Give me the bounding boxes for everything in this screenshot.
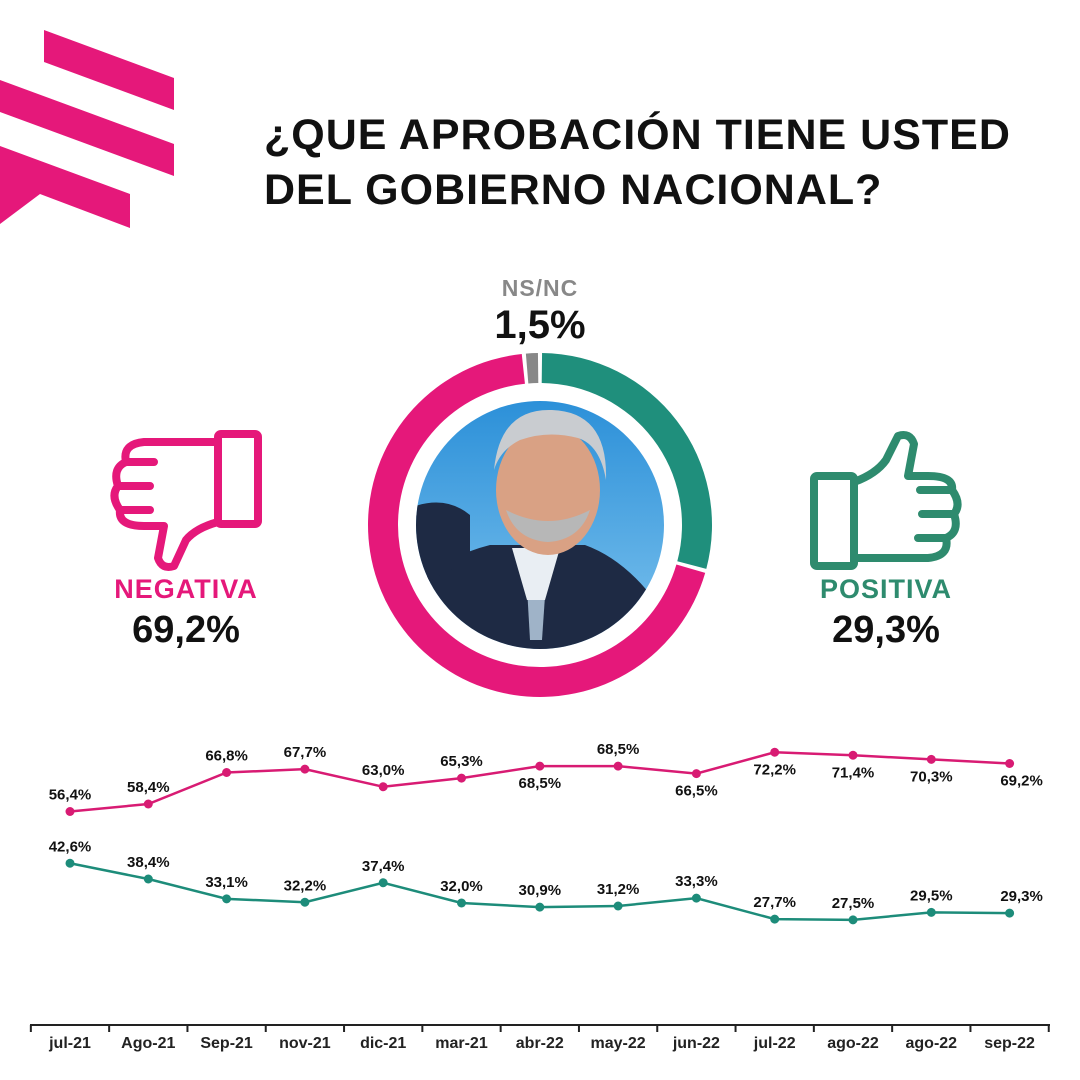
data-point-negative bbox=[222, 768, 232, 777]
data-label-positive: 27,7% bbox=[753, 894, 796, 911]
data-point-positive bbox=[770, 914, 780, 924]
data-label-negative: 68,5% bbox=[519, 775, 562, 792]
x-tick-label: sep-22 bbox=[984, 1035, 1035, 1052]
data-label-positive: 32,2% bbox=[284, 877, 327, 894]
approval-donut-chart bbox=[368, 353, 713, 698]
trend-line-chart: jul-21 Ago-21 Sep-21 nov-21 dic-21 mar-21 abr-… bbox=[29, 741, 1050, 1052]
data-point-positive bbox=[300, 897, 310, 907]
data-point-positive bbox=[613, 901, 623, 911]
data-point-negative bbox=[848, 750, 858, 760]
x-tick-label: Sep-21 bbox=[200, 1035, 253, 1052]
data-label-positive: 42,6% bbox=[49, 838, 92, 855]
data-label-negative: 66,8% bbox=[205, 748, 248, 765]
data-point-negative bbox=[613, 761, 623, 771]
negative-value: 69,2% bbox=[132, 609, 240, 651]
x-tick-label: Ago-21 bbox=[121, 1035, 175, 1052]
data-label-positive: 32,0% bbox=[440, 878, 483, 895]
data-label-positive: 33,3% bbox=[675, 873, 718, 890]
data-label-negative: 63,0% bbox=[362, 762, 405, 779]
positive-value: 29,3% bbox=[832, 609, 940, 651]
brand-logo-icon bbox=[0, 30, 174, 228]
data-label-positive: 37,4% bbox=[362, 858, 405, 875]
x-tick-label: abr-22 bbox=[516, 1035, 564, 1052]
data-point-positive bbox=[143, 874, 153, 884]
nsnc-label: NS/NC bbox=[501, 275, 579, 301]
data-label-positive: 29,5% bbox=[910, 887, 953, 904]
data-point-positive bbox=[691, 893, 701, 903]
x-tick-label: may-22 bbox=[591, 1035, 646, 1052]
x-tick-label: jul-21 bbox=[48, 1035, 91, 1052]
page-title: ¿QUE APROBACIÓN TIENE USTED DEL GOBIERNO… bbox=[264, 111, 1011, 214]
x-tick-label: ago-22 bbox=[906, 1035, 958, 1052]
data-label-negative: 56,4% bbox=[49, 787, 92, 804]
data-label-negative: 65,3% bbox=[440, 753, 483, 770]
x-tick-label: ago-22 bbox=[827, 1035, 879, 1052]
data-point-positive bbox=[926, 907, 936, 917]
thumbs-down-icon bbox=[110, 430, 262, 571]
data-label-positive: 38,4% bbox=[127, 854, 170, 871]
data-label-negative: 71,4% bbox=[832, 764, 875, 781]
data-point-negative bbox=[300, 764, 310, 774]
portrait-photo bbox=[416, 401, 664, 649]
data-label-positive: 30,9% bbox=[519, 882, 562, 899]
data-label-negative: 58,4% bbox=[127, 779, 170, 796]
data-point-positive bbox=[65, 858, 75, 868]
data-point-positive bbox=[848, 915, 858, 925]
data-point-negative bbox=[143, 799, 153, 809]
thumbs-up-icon bbox=[810, 431, 962, 570]
nsnc-value: 1,5% bbox=[494, 303, 586, 347]
negative-label: NEGATIVA bbox=[114, 574, 258, 604]
data-point-positive bbox=[378, 878, 388, 888]
data-point-positive bbox=[222, 894, 232, 904]
data-point-negative bbox=[535, 761, 545, 771]
data-point-negative bbox=[378, 782, 388, 792]
data-label-negative: 72,2% bbox=[753, 761, 796, 778]
data-label-positive: 33,1% bbox=[205, 874, 248, 891]
positive-label: POSITIVA bbox=[819, 574, 953, 604]
data-point-negative bbox=[1005, 759, 1015, 768]
x-tick-label: jun-22 bbox=[672, 1035, 720, 1052]
data-label-positive: 27,5% bbox=[832, 895, 875, 912]
data-point-positive bbox=[457, 898, 466, 908]
data-point-negative bbox=[926, 754, 936, 764]
data-label-negative: 67,7% bbox=[284, 744, 327, 761]
x-tick-label: mar-21 bbox=[435, 1035, 488, 1052]
donut-slice-positive bbox=[541, 353, 713, 569]
data-label-positive: 31,2% bbox=[597, 881, 640, 898]
x-tick-label: jul-22 bbox=[753, 1035, 796, 1052]
data-label-negative: 69,2% bbox=[1000, 773, 1043, 790]
donut-slice-nsnc bbox=[525, 353, 539, 384]
data-point-negative bbox=[65, 807, 75, 816]
x-tick-label: dic-21 bbox=[360, 1035, 406, 1052]
data-point-positive bbox=[1005, 908, 1015, 918]
data-label-negative: 68,5% bbox=[597, 741, 640, 758]
data-point-negative bbox=[691, 769, 701, 779]
data-point-positive bbox=[535, 902, 545, 912]
data-point-negative bbox=[457, 773, 466, 783]
data-label-positive: 29,3% bbox=[1000, 888, 1043, 905]
data-label-negative: 70,3% bbox=[910, 768, 953, 785]
data-point-negative bbox=[770, 747, 780, 757]
data-label-negative: 66,5% bbox=[675, 783, 718, 800]
x-tick-label: nov-21 bbox=[279, 1035, 331, 1052]
